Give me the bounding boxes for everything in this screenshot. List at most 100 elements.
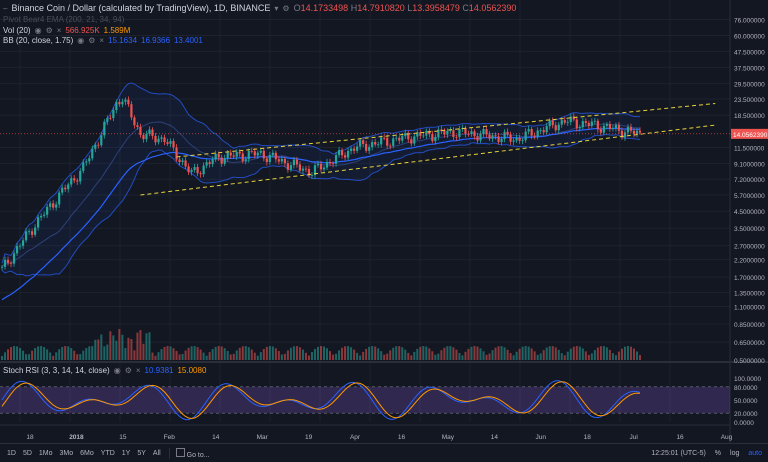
candle-body	[584, 121, 587, 123]
settings-icon[interactable]: ⚙	[282, 3, 290, 13]
candle	[569, 113, 572, 126]
volume-bar	[473, 346, 476, 360]
range-ytd[interactable]: YTD	[100, 449, 115, 457]
chart-canvas[interactable]: 76.000000 60.000000 47.500000 37.500000 29.5…	[0, 0, 768, 443]
candle	[566, 119, 569, 126]
candle-body	[413, 136, 416, 144]
candle-body	[9, 262, 13, 264]
log-toggle[interactable]: log	[730, 449, 740, 457]
candle-body	[389, 145, 392, 147]
candle	[518, 134, 521, 144]
volume-bar	[545, 347, 548, 360]
pivot-label[interactable]: Pivot Bear4 EMA (200, 21, 34, 94)	[3, 15, 125, 24]
volume-bar	[629, 346, 632, 360]
candle-body	[211, 159, 214, 165]
volume-bar	[635, 351, 638, 360]
eye-icon[interactable]: ◉	[77, 36, 85, 45]
candle	[404, 129, 407, 139]
volume-bar	[181, 353, 184, 360]
range-6mo[interactable]: 6Mo	[80, 449, 94, 457]
candle	[46, 203, 49, 218]
candle	[575, 116, 578, 132]
volume-label[interactable]: Vol (20)	[3, 26, 31, 35]
close-icon[interactable]: ×	[99, 36, 105, 45]
eye-icon[interactable]: ◉	[34, 26, 42, 35]
candle-body	[238, 151, 241, 154]
eye-icon[interactable]: ◉	[113, 366, 121, 375]
candle	[277, 156, 280, 165]
volume-bar	[244, 346, 247, 360]
candle-body	[214, 153, 217, 160]
volume-bar	[205, 355, 208, 360]
volume-bar	[380, 351, 383, 360]
range-1y[interactable]: 1Y	[121, 449, 131, 457]
symbol-title[interactable]: Binance Coin / Dollar (calculated by Tra…	[11, 3, 271, 13]
candle-body	[142, 135, 145, 140]
candle	[18, 243, 22, 250]
volume-bar	[356, 352, 359, 360]
settings-icon[interactable]: ⚙	[88, 36, 96, 45]
stoch-label[interactable]: Stoch RSI (3, 3, 14, 14, close)	[3, 366, 110, 375]
volume-bar	[163, 346, 166, 360]
volume-bar	[91, 346, 94, 360]
candle	[319, 160, 323, 173]
candle-body	[362, 140, 365, 144]
collapse-icon[interactable]: –	[3, 3, 8, 13]
volume-bar	[572, 346, 575, 360]
volume-bar	[347, 346, 350, 360]
range-1mo[interactable]: 1Mo	[38, 449, 53, 457]
volume-bar	[584, 351, 587, 360]
range-1d[interactable]: 1D	[7, 449, 16, 457]
candle-body	[55, 204, 58, 208]
candle-body	[437, 129, 440, 137]
range-all[interactable]: All	[152, 449, 161, 457]
candle	[103, 119, 106, 139]
goto-button[interactable]: Go to...	[168, 447, 210, 459]
auto-toggle[interactable]: auto	[748, 449, 762, 457]
price-tick-label: 2.2000000	[734, 258, 765, 265]
candle-body	[262, 150, 265, 159]
candle-body	[256, 152, 259, 156]
candle-body	[455, 137, 458, 138]
volume-bar	[64, 346, 67, 360]
candle-body	[109, 117, 112, 119]
volume-bar	[623, 346, 626, 360]
candle-body	[356, 146, 359, 151]
candle	[265, 156, 268, 166]
range-5y[interactable]: 5Y	[137, 449, 146, 457]
volume-bar	[106, 344, 109, 360]
close-icon[interactable]: ×	[135, 366, 141, 375]
candle	[482, 126, 485, 138]
candle-body	[100, 135, 103, 146]
bb-label[interactable]: BB (20, close, 1.75)	[3, 36, 74, 45]
settings-icon[interactable]: ⚙	[45, 26, 53, 35]
candle-body	[349, 148, 353, 151]
candle-body	[133, 117, 136, 126]
candle	[40, 213, 43, 221]
volume-bar	[67, 346, 70, 360]
bb-basis-value: 15.1634	[108, 36, 138, 45]
candle-body	[626, 126, 630, 133]
candle-body	[241, 153, 244, 162]
volume-bar	[374, 346, 377, 360]
candle-body	[578, 127, 581, 129]
candle-body	[169, 141, 172, 144]
price-tick-label: 37.500000	[734, 65, 765, 72]
range-5d[interactable]: 5D	[22, 449, 32, 457]
candle-body	[410, 139, 413, 144]
candle	[407, 130, 410, 143]
candle-body	[292, 159, 296, 166]
volume-bar	[389, 350, 392, 360]
volume-bar	[199, 349, 202, 360]
symbol-dropdown-icon[interactable]: ▾	[274, 3, 279, 13]
settings-icon[interactable]: ⚙	[124, 366, 132, 375]
candle	[196, 163, 199, 177]
time-tick-label: 14	[212, 434, 220, 441]
percent-toggle[interactable]: %	[714, 449, 722, 457]
range-3mo[interactable]: 3Mo	[59, 449, 74, 457]
volume-bar	[341, 347, 344, 360]
volume-bar	[49, 352, 52, 360]
close-icon[interactable]: ×	[56, 26, 62, 35]
candle-body	[253, 151, 256, 156]
volume-bar	[425, 346, 428, 360]
